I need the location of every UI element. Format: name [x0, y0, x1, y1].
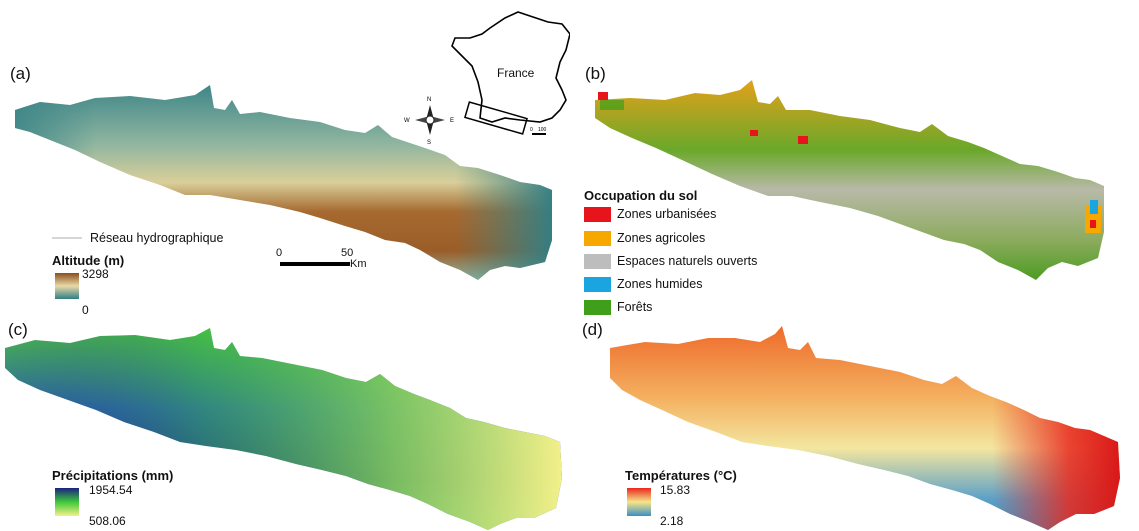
scale-bar	[280, 262, 350, 266]
precipitation-legend-title: Précipitations (mm)	[52, 468, 174, 483]
temperature-legend-title: Températures (°C)	[625, 468, 737, 483]
compass-n: N	[427, 97, 431, 103]
scale-unit: Km	[350, 258, 367, 270]
compass-s: S	[427, 140, 431, 146]
study-area-box	[464, 101, 528, 135]
legend-swatch-wetlands	[584, 277, 611, 292]
france-outline	[451, 11, 570, 123]
altitude-legend-ramp	[55, 273, 79, 299]
legend-label-forests: Forêts	[617, 300, 653, 314]
pyrenees-region-shape-b	[595, 80, 1104, 280]
land-use-map	[595, 80, 1104, 280]
altitude-map: N S W E 0 100	[15, 11, 570, 280]
inset-scale-hundred: 100	[538, 127, 547, 133]
inset-scale-zero: 0	[530, 127, 533, 133]
legend-swatch-urban	[584, 207, 611, 222]
precipitation-legend-min: 508.06	[89, 514, 126, 528]
legend-label-open-natural: Espaces naturels ouverts	[617, 254, 758, 268]
river-legend-label: Réseau hydrographique	[90, 231, 224, 245]
temperature-map	[610, 326, 1120, 530]
altitude-legend-title: Altitude (m)	[52, 253, 125, 268]
legend-swatch-open-natural	[584, 254, 611, 269]
panel-temperature: (d) Températures (°C) 15.83 2.18	[570, 318, 1139, 531]
panel-precipitation: (c) Précipitations (mm) 1954.54 508.06	[0, 318, 570, 531]
compass-w: W	[404, 118, 410, 124]
scale-fifty: 50	[341, 247, 354, 259]
precipitation-map	[5, 328, 562, 530]
panel-label-d: (d)	[582, 320, 603, 339]
compass-e: E	[450, 118, 454, 124]
land-use-legend-title: Occupation du sol	[584, 188, 698, 203]
scale-zero: 0	[276, 247, 283, 259]
legend-swatch-forests	[584, 300, 611, 315]
temperature-legend-max: 15.83	[660, 483, 691, 497]
inset-scale-bar	[532, 133, 546, 135]
precipitation-legend-ramp	[55, 488, 79, 516]
legend-label-wetlands: Zones humides	[617, 277, 703, 291]
legend-label-urban: Zones urbanisées	[617, 207, 717, 221]
temperature-legend-ramp	[627, 488, 651, 516]
legend-swatch-agricultural	[584, 231, 611, 246]
panel-altitude: (a)	[0, 0, 570, 320]
altitude-legend-max: 3298	[82, 267, 109, 281]
compass-icon	[415, 105, 445, 135]
altitude-legend-min: 0	[82, 303, 89, 317]
inset-country-label: France	[497, 66, 535, 80]
temperature-legend-min: 2.18	[660, 514, 684, 528]
panel-land-use: (b) Occupation du sol Zones urbanisées Z…	[570, 0, 1139, 320]
panel-label-b: (b)	[585, 64, 606, 83]
panel-label-a: (a)	[10, 64, 31, 83]
panel-label-c: (c)	[8, 320, 28, 339]
legend-label-agricultural: Zones agricoles	[617, 231, 706, 245]
precipitation-legend-max: 1954.54	[89, 483, 133, 497]
